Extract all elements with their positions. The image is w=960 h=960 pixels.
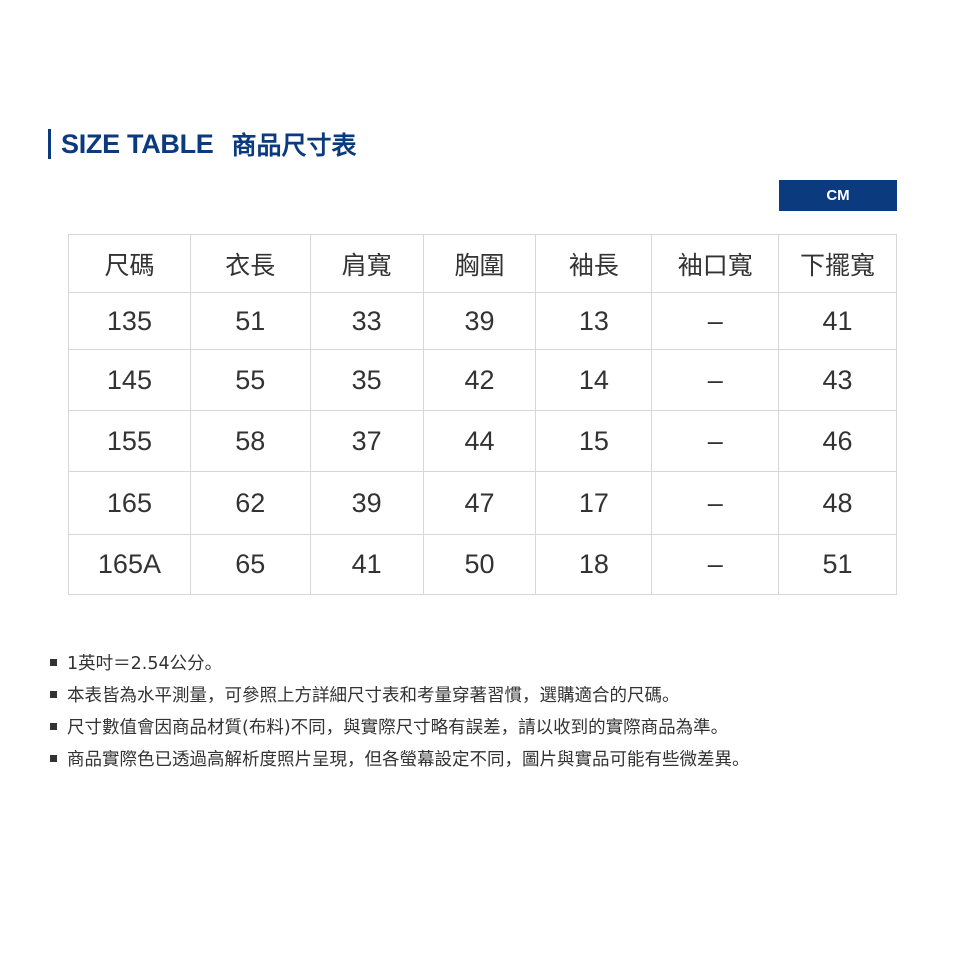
bullet-icon bbox=[50, 658, 57, 666]
column-header: 胸圍 bbox=[422, 234, 537, 293]
table-cell: 155 bbox=[68, 410, 191, 472]
note-item: 1英吋＝2.54公分。 bbox=[50, 646, 750, 678]
table-cell: 58 bbox=[189, 410, 311, 472]
table-cell: 135 bbox=[68, 292, 191, 350]
note-item: 本表皆為水平測量，可參照上方詳細尺寸表和考量穿著習慣，選購適合的尺碼。 bbox=[50, 678, 750, 710]
bullet-icon bbox=[50, 754, 57, 762]
table-cell: – bbox=[651, 349, 780, 411]
table-cell: – bbox=[651, 410, 780, 472]
table-cell: 18 bbox=[535, 534, 653, 595]
table-cell: 51 bbox=[189, 292, 311, 350]
page-title: SIZE TABLE 商品尺寸表 bbox=[48, 128, 357, 160]
note-text: 商品實際色已透過高解析度照片呈現，但各螢幕設定不同，圖片與實品可能有些微差異。 bbox=[67, 749, 750, 770]
table-cell: 37 bbox=[309, 410, 424, 472]
table-cell: 145 bbox=[68, 349, 191, 411]
bullet-icon bbox=[50, 690, 57, 698]
table-cell: 41 bbox=[778, 292, 897, 350]
note-item: 商品實際色已透過高解析度照片呈現，但各螢幕設定不同，圖片與實品可能有些微差異。 bbox=[50, 742, 750, 774]
table-cell: 39 bbox=[422, 292, 537, 350]
unit-badge: CM bbox=[779, 180, 897, 211]
table-cell: 13 bbox=[535, 292, 653, 350]
title-accent-bar bbox=[48, 129, 51, 159]
table-cell: 47 bbox=[422, 471, 537, 535]
notes-list: 1英吋＝2.54公分。本表皆為水平測量，可參照上方詳細尺寸表和考量穿著習慣，選購… bbox=[50, 646, 750, 774]
table-cell: 51 bbox=[778, 534, 897, 595]
table-row: 145 55 35 42 14–43 bbox=[68, 349, 897, 411]
table-cell: 15 bbox=[535, 410, 653, 472]
table-cell: 41 bbox=[309, 534, 424, 595]
table-cell: 42 bbox=[422, 349, 537, 411]
table-cell: 44 bbox=[422, 410, 537, 472]
table-cell: 165A bbox=[68, 534, 191, 595]
size-table: 尺碼 衣長 肩寬 胸圍 袖長 袖口寬 下擺寬 135 51 33 39 13–41 145 55 35 42… bbox=[68, 234, 897, 595]
note-item: 尺寸數值會因商品材質(布料)不同，與實際尺寸略有誤差，請以收到的實際商品為準。 bbox=[50, 710, 750, 742]
table-cell: – bbox=[651, 292, 780, 350]
bullet-icon bbox=[50, 722, 57, 730]
table-row: 165A 65 41 50 18–51 bbox=[68, 534, 897, 595]
table-cell: 33 bbox=[309, 292, 424, 350]
table-cell: – bbox=[651, 534, 780, 595]
title-english: SIZE TABLE bbox=[61, 128, 214, 159]
table-cell: 46 bbox=[778, 410, 897, 472]
table-cell: 55 bbox=[189, 349, 311, 411]
column-header: 衣長 bbox=[189, 234, 311, 293]
table-cell: 165 bbox=[68, 471, 191, 535]
column-header: 尺碼 bbox=[68, 234, 191, 293]
table-row: 135 51 33 39 13–41 bbox=[68, 292, 897, 350]
title-chinese: 商品尺寸表 bbox=[231, 131, 357, 160]
note-text: 本表皆為水平測量，可參照上方詳細尺寸表和考量穿著習慣，選購適合的尺碼。 bbox=[67, 685, 680, 706]
column-header: 肩寬 bbox=[309, 234, 424, 293]
table-row: 155 58 37 44 15–46 bbox=[68, 410, 897, 472]
table-cell: 50 bbox=[422, 534, 537, 595]
table-cell: 17 bbox=[535, 471, 653, 535]
table-cell: 48 bbox=[778, 471, 897, 535]
table-cell: 35 bbox=[309, 349, 424, 411]
table-cell: 62 bbox=[189, 471, 311, 535]
table-cell: 65 bbox=[189, 534, 311, 595]
table-cell: 39 bbox=[309, 471, 424, 535]
table-cell: 43 bbox=[778, 349, 897, 411]
table-row: 165 62 39 47 17–48 bbox=[68, 471, 897, 535]
note-text: 尺寸數值會因商品材質(布料)不同，與實際尺寸略有誤差，請以收到的實際商品為準。 bbox=[67, 717, 729, 738]
column-header: 袖口寬 bbox=[651, 234, 780, 293]
column-header: 袖長 bbox=[535, 234, 653, 293]
table-cell: – bbox=[651, 471, 780, 535]
table-cell: 14 bbox=[535, 349, 653, 411]
column-header: 下擺寬 bbox=[778, 234, 897, 293]
note-text: 1英吋＝2.54公分。 bbox=[67, 653, 223, 674]
table-header-row: 尺碼 衣長 肩寬 胸圍 袖長 袖口寬 下擺寬 bbox=[68, 234, 897, 293]
